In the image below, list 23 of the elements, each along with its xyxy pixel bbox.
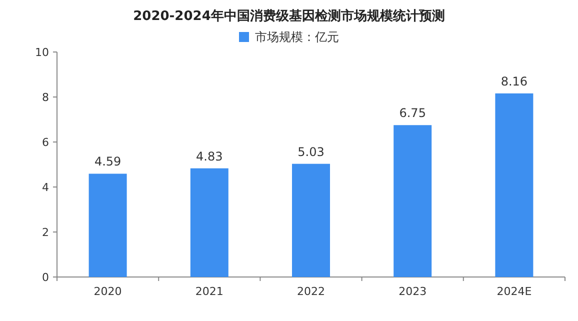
chart-title: 2020-2024年中国消费级基因检测市场规模统计预测 (133, 8, 445, 24)
y-tick-label: 6 (42, 136, 49, 149)
bar (394, 125, 432, 277)
bar (88, 174, 127, 277)
legend-label: 市场规模：亿元 (255, 30, 339, 44)
bar (292, 164, 330, 277)
y-tick-label: 2 (42, 226, 49, 239)
x-tick-label: 2023 (398, 285, 427, 298)
data-label: 6.75 (399, 106, 426, 120)
y-tick-label: 8 (42, 91, 49, 104)
y-tick-label: 4 (42, 181, 49, 194)
x-tick-label: 2020 (94, 285, 122, 298)
x-tick-label: 2022 (297, 285, 325, 298)
x-tick-label: 2024E (496, 285, 532, 298)
bar (495, 93, 534, 277)
data-label: 5.03 (298, 144, 324, 159)
y-tick-label: 10 (35, 46, 49, 59)
y-tick-label: 0 (42, 271, 49, 284)
x-tick-label: 2021 (195, 285, 224, 298)
bar (190, 168, 228, 277)
data-label: 4.59 (94, 154, 122, 169)
data-label: 4.83 (196, 149, 223, 164)
data-label: 8.16 (500, 74, 528, 88)
